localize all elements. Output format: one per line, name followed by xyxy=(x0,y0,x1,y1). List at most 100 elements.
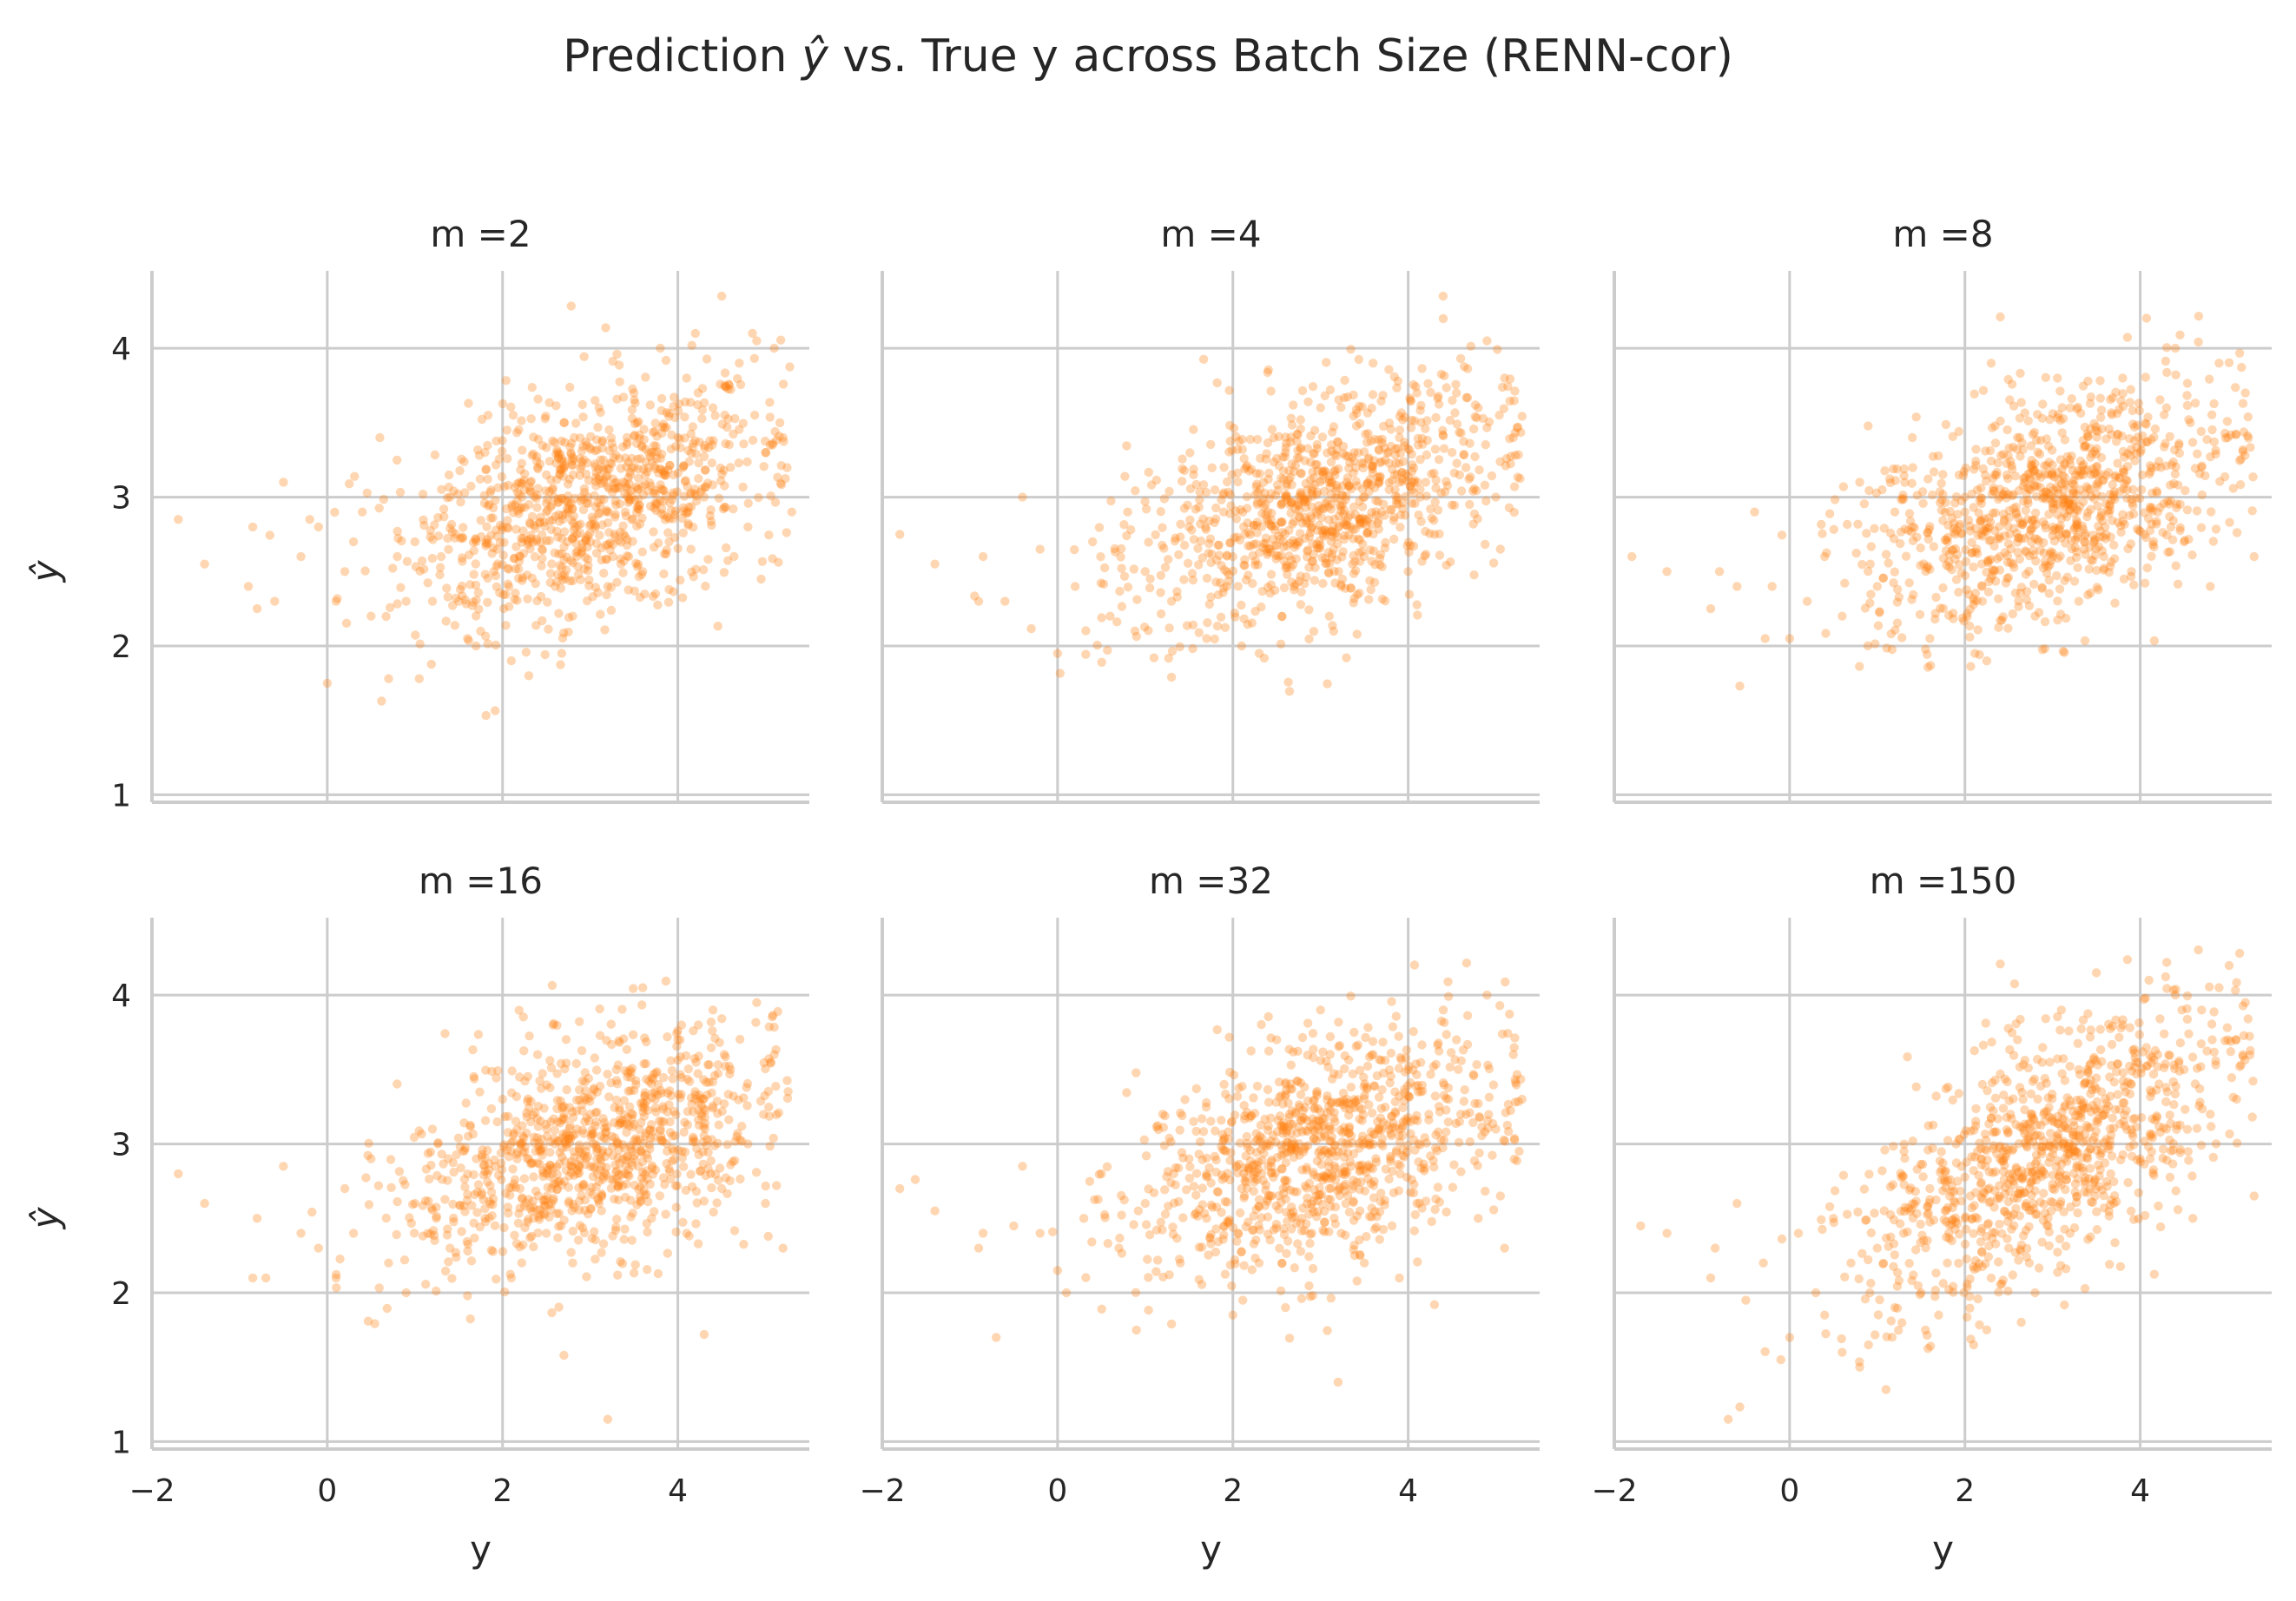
scatter-point xyxy=(479,498,490,508)
scatter-point xyxy=(2000,515,2009,524)
scatter-point xyxy=(1957,613,1968,623)
scatter-point xyxy=(1451,379,1461,389)
scatter-point xyxy=(2092,461,2102,471)
scatter-point xyxy=(510,500,520,510)
scatter-point xyxy=(701,482,710,491)
scatter-point xyxy=(2019,497,2029,506)
scatter-point xyxy=(1384,1065,1395,1075)
scatter-point xyxy=(1217,1208,1226,1217)
scatter-point xyxy=(1986,359,1996,368)
scatter-point xyxy=(1198,480,1209,490)
scatter-point xyxy=(1206,1200,1217,1210)
scatter-point xyxy=(616,554,625,563)
scatter-point xyxy=(546,475,556,484)
scatter-point xyxy=(1112,617,1122,627)
scatter-point xyxy=(2108,490,2119,499)
scatter-point xyxy=(1289,560,1298,570)
scatter-point xyxy=(707,520,716,530)
scatter-point xyxy=(2073,523,2082,533)
scatter-point xyxy=(540,414,550,424)
scatter-point xyxy=(1362,1061,1373,1071)
scatter-point xyxy=(1281,432,1290,442)
scatter-point xyxy=(669,488,678,497)
scatter-point xyxy=(1326,499,1336,509)
scatter-point xyxy=(1409,1188,1419,1198)
scatter-point xyxy=(1259,653,1270,663)
scatter-point xyxy=(1864,421,1873,431)
scatter-point xyxy=(500,1111,510,1122)
scatter-point xyxy=(480,1214,490,1223)
scatter-point xyxy=(1472,413,1481,423)
scatter-point xyxy=(579,455,589,464)
scatter-point xyxy=(2104,424,2114,434)
scatter-point xyxy=(683,482,692,491)
scatter-point xyxy=(1907,527,1917,537)
scatter-point xyxy=(2187,438,2198,447)
scatter-point xyxy=(370,1319,379,1328)
scatter-point xyxy=(1401,469,1411,478)
scatter-point xyxy=(1320,1217,1329,1228)
scatter-point xyxy=(1215,550,1224,560)
scatter-point xyxy=(545,569,556,578)
scatter-point xyxy=(2126,451,2135,460)
scatter-point xyxy=(1996,451,2006,460)
scatter-point xyxy=(1349,1196,1358,1206)
scatter-point xyxy=(440,1195,450,1204)
scatter-point xyxy=(265,530,274,540)
scatter-point xyxy=(2122,476,2132,485)
scatter-point xyxy=(1442,1127,1451,1137)
scatter-point xyxy=(1910,523,1919,532)
scatter-point xyxy=(658,485,668,495)
scatter-point xyxy=(1196,1137,1205,1147)
scatter-point xyxy=(673,432,683,443)
scatter-point xyxy=(1349,1176,1358,1185)
scatter-point xyxy=(771,1082,781,1091)
scatter-point xyxy=(1982,527,1991,537)
scatter-point xyxy=(650,426,660,437)
x-tick-label: 4 xyxy=(668,1473,688,1509)
scatter-point xyxy=(1954,470,1964,480)
scatter-point xyxy=(511,1239,522,1249)
scatter-point xyxy=(2220,471,2230,482)
scatter-point xyxy=(2044,510,2054,519)
scatter-point xyxy=(1362,438,1372,447)
scatter-point xyxy=(1431,475,1441,485)
scatter-point xyxy=(2196,523,2207,532)
scatter-point xyxy=(519,1046,529,1056)
scatter-point xyxy=(665,498,675,508)
scatter-point xyxy=(2148,540,2158,550)
scatter-point xyxy=(1297,1226,1307,1236)
scatter-point xyxy=(585,1110,595,1119)
scatter-point xyxy=(393,1196,402,1207)
scatter-point xyxy=(1481,1186,1490,1196)
scatter-point xyxy=(1299,493,1310,503)
scatter-point xyxy=(1133,1206,1144,1216)
scatter-point xyxy=(1286,437,1296,447)
scatter-point xyxy=(1820,551,1830,562)
scatter-point xyxy=(2205,374,2214,384)
x-tick-label: −2 xyxy=(129,1473,175,1509)
scatter-point xyxy=(1423,379,1433,388)
scatter-point xyxy=(638,567,648,576)
scatter-point xyxy=(2095,532,2104,542)
scatter-point xyxy=(2092,583,2102,592)
scatter-point xyxy=(428,535,438,544)
scatter-point xyxy=(395,487,406,497)
scatter-point xyxy=(2016,368,2025,379)
scatter-point xyxy=(1997,616,2007,625)
scatter-point xyxy=(1252,499,1262,510)
scatter-point xyxy=(2165,432,2174,441)
scatter-point xyxy=(1439,1090,1449,1100)
scatter-point xyxy=(366,611,376,621)
scatter-point xyxy=(2058,471,2068,480)
scatter-point xyxy=(773,472,782,482)
scatter-point xyxy=(330,507,340,517)
scatter-point xyxy=(2147,519,2156,529)
scatter-point xyxy=(2079,459,2088,470)
scatter-point xyxy=(532,1050,543,1059)
scatter-point xyxy=(1232,532,1242,542)
scatter-point xyxy=(755,1097,766,1106)
scatter-point xyxy=(1313,466,1323,476)
scatter-point xyxy=(1465,438,1475,448)
